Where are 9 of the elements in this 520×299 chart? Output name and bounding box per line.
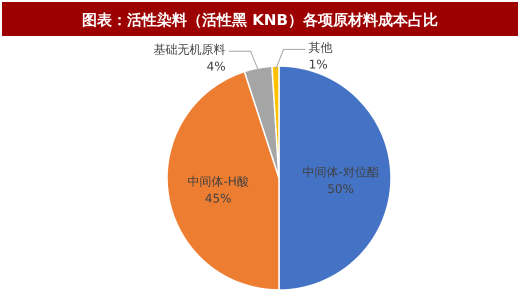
data-label: 50% — [327, 182, 354, 196]
slice-label: 基础无机原料 — [154, 42, 226, 56]
slice-label: 中间体-H酸 — [187, 174, 249, 189]
slice-label: 中间体-对位酯 — [302, 165, 379, 179]
data-label: 45% — [204, 192, 232, 206]
data-label: 1% — [308, 57, 328, 72]
slice-label: 其他 — [308, 40, 333, 54]
chart-title: 图表：活性染料（活性黑 KNB）各项原材料成本占比 — [82, 11, 438, 29]
data-label: 4% — [206, 59, 226, 74]
